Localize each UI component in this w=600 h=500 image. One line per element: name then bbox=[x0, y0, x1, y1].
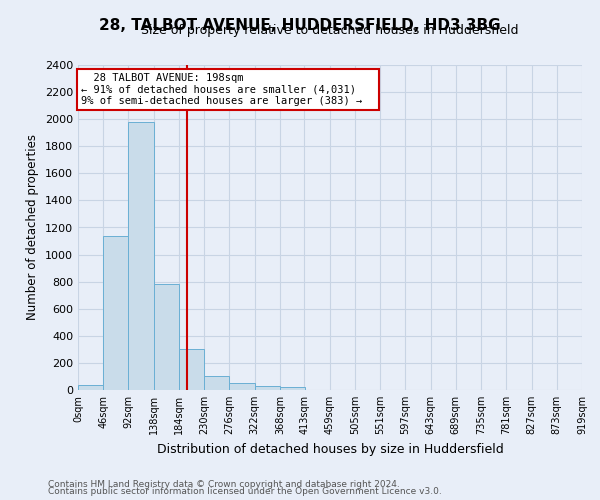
Bar bbox=[204, 376, 229, 390]
Bar bbox=[154, 284, 179, 390]
Text: 28, TALBOT AVENUE, HUDDERSFIELD, HD3 3BG: 28, TALBOT AVENUE, HUDDERSFIELD, HD3 3BG bbox=[99, 18, 501, 32]
Text: 28 TALBOT AVENUE: 198sqm
← 91% of detached houses are smaller (4,031)
9% of semi: 28 TALBOT AVENUE: 198sqm ← 91% of detach… bbox=[81, 73, 374, 106]
Bar bbox=[103, 236, 128, 390]
X-axis label: Distribution of detached houses by size in Huddersfield: Distribution of detached houses by size … bbox=[157, 442, 503, 456]
Bar bbox=[229, 383, 254, 390]
Bar bbox=[78, 384, 103, 390]
Bar bbox=[254, 386, 280, 390]
Bar bbox=[128, 122, 154, 390]
Text: Contains public sector information licensed under the Open Government Licence v3: Contains public sector information licen… bbox=[48, 488, 442, 496]
Bar bbox=[280, 386, 305, 390]
Y-axis label: Number of detached properties: Number of detached properties bbox=[26, 134, 40, 320]
Bar bbox=[179, 350, 204, 390]
Text: Contains HM Land Registry data © Crown copyright and database right 2024.: Contains HM Land Registry data © Crown c… bbox=[48, 480, 400, 489]
Title: Size of property relative to detached houses in Huddersfield: Size of property relative to detached ho… bbox=[141, 24, 519, 38]
